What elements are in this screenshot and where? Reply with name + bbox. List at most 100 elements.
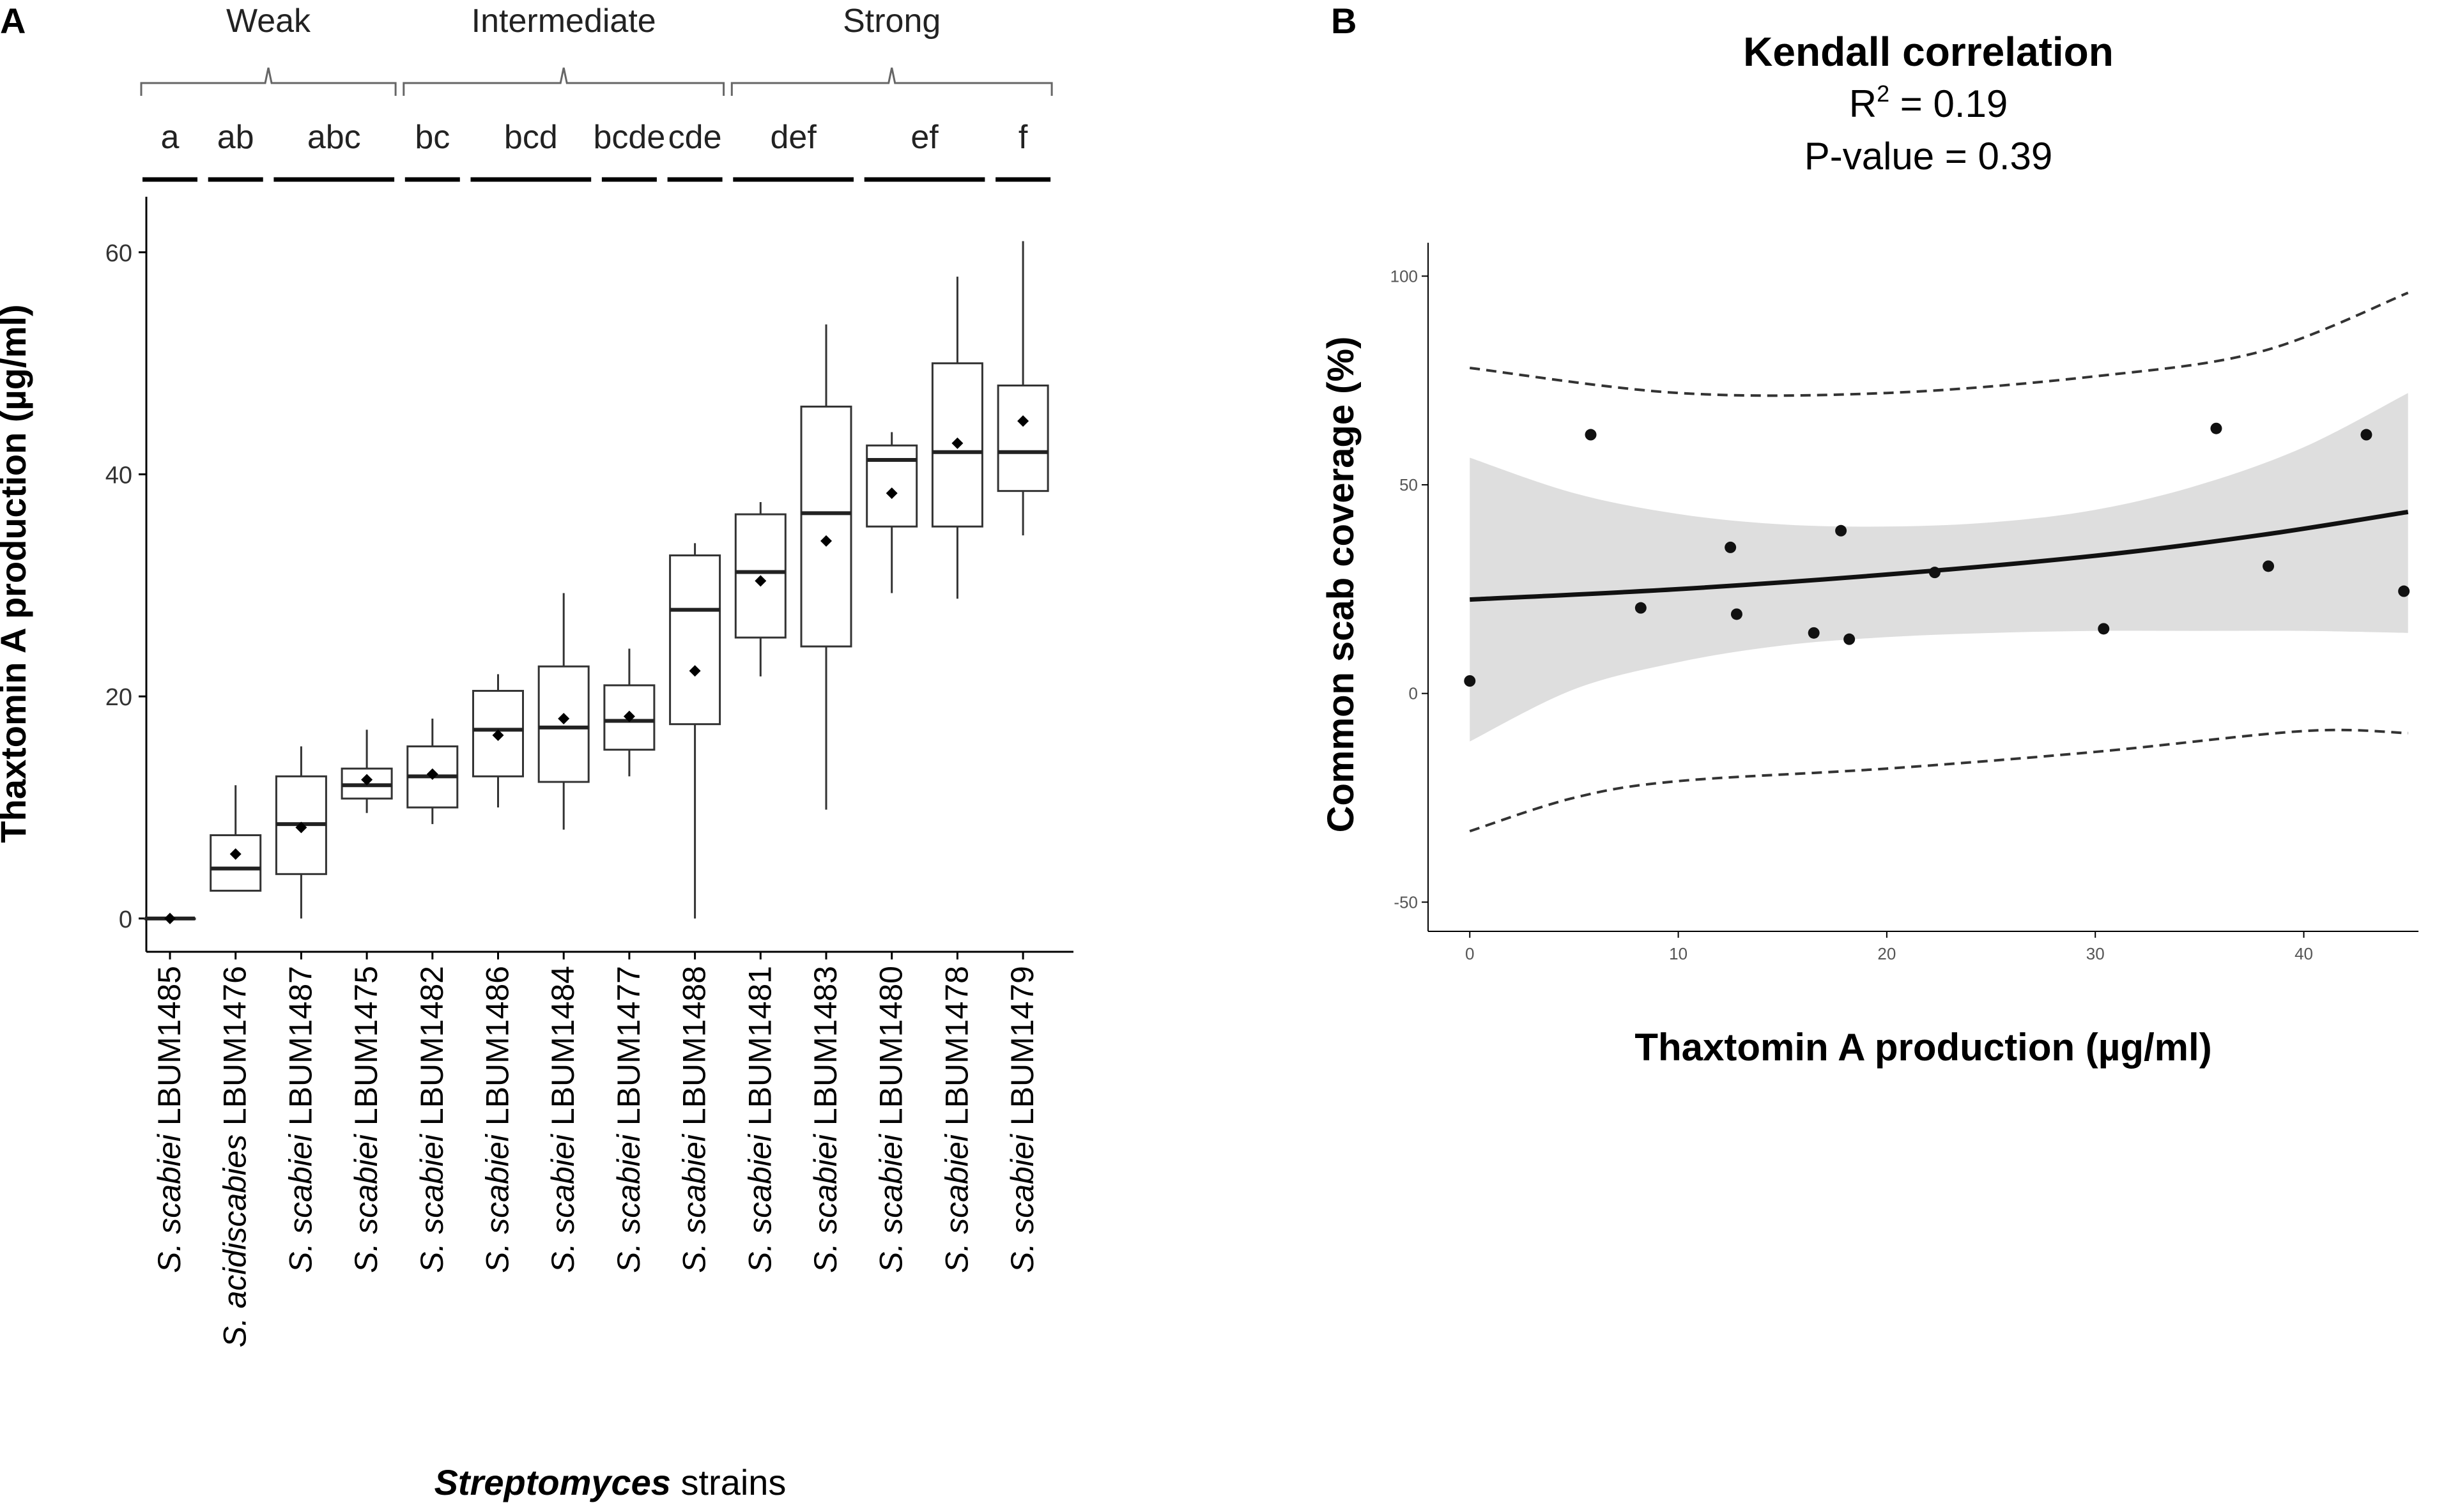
mean-marker <box>623 710 635 722</box>
data-point <box>1725 541 1737 553</box>
prediction-upper-line <box>1470 291 2409 397</box>
species-name: S. scabiei <box>873 1126 909 1273</box>
strain-label: S. scabiei LBUM1483 <box>808 966 843 1273</box>
panel-b-y-axis-title: Common scab coverage (%) <box>1320 337 1362 833</box>
panel-a-y-axis-title: Thaxtomin A production (µg/ml) <box>0 304 33 843</box>
species-name: S. scabiei <box>939 1126 974 1273</box>
panel-b-ticks: 0 10 20 30 40 -50 0 50 100 <box>1390 266 2313 963</box>
species-name: S. scabiei <box>151 1126 187 1273</box>
significance-letter: cde <box>668 119 722 156</box>
strain-id: LBUM1479 <box>1004 966 1040 1126</box>
prediction-lower-line <box>1469 728 2408 833</box>
data-point <box>2360 429 2372 441</box>
panel-b-title: Kendall correlation <box>1743 29 2114 75</box>
strain-label: S. scabiei LBUM1485 <box>151 966 187 1273</box>
y-tick-label: 20 <box>105 684 132 711</box>
strain-id: LBUM1482 <box>414 966 450 1126</box>
strain-id: LBUM1480 <box>873 966 909 1126</box>
strain-label: S. scabiei LBUM1482 <box>414 966 450 1273</box>
mean-marker <box>426 768 438 780</box>
data-point <box>1808 627 1820 639</box>
strain-tick-labels: S. scabiei LBUM1485 S. acidiscabies LBUM1… <box>151 952 1040 1348</box>
y-tick-label: 60 <box>105 240 132 267</box>
species-name: S. scabiei <box>677 1126 712 1273</box>
mean-marker <box>558 712 570 724</box>
strain-label: S. scabiei LBUM1487 <box>282 966 318 1273</box>
mean-marker <box>229 848 242 860</box>
data-point <box>1464 675 1476 687</box>
strain-id: LBUM1481 <box>742 966 778 1126</box>
species-name: S. scabiei <box>414 1126 450 1273</box>
significance-letters: a ab abc bc bcd bcde cde def ef f <box>142 119 1051 182</box>
significance-letter: bcde <box>594 119 666 156</box>
strain-id: LBUM1483 <box>808 966 843 1126</box>
mean-marker <box>755 575 767 587</box>
strain-label: S. scabiei LBUM1478 <box>939 966 974 1273</box>
x-tick-label: 30 <box>2086 944 2105 963</box>
mean-marker <box>820 535 832 547</box>
boxes <box>144 241 1049 924</box>
strain-label: S. scabiei LBUM1477 <box>611 966 647 1273</box>
regression-line <box>1470 509 2409 602</box>
strain-id: LBUM1485 <box>151 966 187 1126</box>
strain-id: LBUM1476 <box>217 966 253 1126</box>
data-point <box>1585 429 1597 441</box>
species-name: S. scabiei <box>348 1126 384 1273</box>
confidence-band <box>1470 393 2408 742</box>
mean-marker <box>951 437 964 449</box>
panel-b-scatter: B Kendall correlation R2 = 0.19 P-value … <box>1320 1 2418 1069</box>
significance-letter: bcd <box>504 119 558 156</box>
data-point <box>1843 633 1856 645</box>
data-point <box>1730 608 1742 620</box>
data-point <box>1835 524 1847 537</box>
mean-marker <box>492 729 504 742</box>
mean-marker <box>886 487 898 500</box>
species-name: S. scabiei <box>611 1126 647 1273</box>
strain-id: LBUM1484 <box>545 966 581 1126</box>
species-name: S. scabiei <box>282 1126 318 1273</box>
panel-a-label: A <box>0 1 26 41</box>
significance-letter: bc <box>415 119 450 156</box>
confidence-band-area <box>1470 393 2408 742</box>
group-label: Strong <box>843 3 941 40</box>
data-point <box>1928 567 1941 579</box>
prediction-interval-lines <box>1469 291 2409 833</box>
strain-label: S. scabiei LBUM1481 <box>742 966 778 1273</box>
panel-b-x-axis-title: Thaxtomin A production (µg/ml) <box>1634 1026 2211 1069</box>
scatter-points <box>1464 422 2410 687</box>
strain-label: S. scabiei LBUM1480 <box>873 966 909 1273</box>
significance-letter: f <box>1019 119 1028 156</box>
strain-label: S. scabiei LBUM1484 <box>545 966 581 1273</box>
panel-a-boxplot: A Weak Intermediate Strong a ab abc bc bcd bcde… <box>0 1 1073 1502</box>
y-ticks: 0 20 40 60 <box>105 240 146 933</box>
strain-id: LBUM1486 <box>480 966 516 1126</box>
p-value-label: P-value = 0.39 <box>1804 135 2053 178</box>
group-bracket <box>140 67 397 96</box>
group-label: Intermediate <box>472 3 656 40</box>
mean-marker <box>164 912 176 924</box>
strain-id: LBUM1478 <box>939 966 974 1126</box>
group-label: Weak <box>226 3 311 40</box>
interquartile-box <box>997 385 1049 493</box>
species-name: S. scabiei <box>742 1126 778 1273</box>
data-point <box>1634 602 1647 614</box>
mean-marker <box>361 774 373 786</box>
panel-b-axes <box>1427 243 2418 932</box>
y-tick-label: -50 <box>1394 892 1418 912</box>
panel-b-label: B <box>1331 1 1357 41</box>
strain-label: S. scabiei LBUM1488 <box>677 966 712 1273</box>
interquartile-box <box>210 834 262 892</box>
panel-a-x-axis-title: Streptomyces strains <box>434 1462 787 1502</box>
y-tick-label: 40 <box>105 462 132 489</box>
species-name: S. scabiei <box>1004 1126 1040 1273</box>
strain-label: S. scabiei LBUM1486 <box>480 966 516 1273</box>
strain-id: LBUM1477 <box>611 966 647 1126</box>
strength-group-brackets: Weak Intermediate Strong <box>140 3 1053 96</box>
strain-id: LBUM1488 <box>677 966 712 1126</box>
y-tick-label: 0 <box>119 906 132 933</box>
y-tick-label: 0 <box>1409 684 1418 703</box>
species-name: S. scabiei <box>545 1126 581 1273</box>
interquartile-box <box>866 444 918 528</box>
strain-id: LBUM1475 <box>348 966 384 1126</box>
